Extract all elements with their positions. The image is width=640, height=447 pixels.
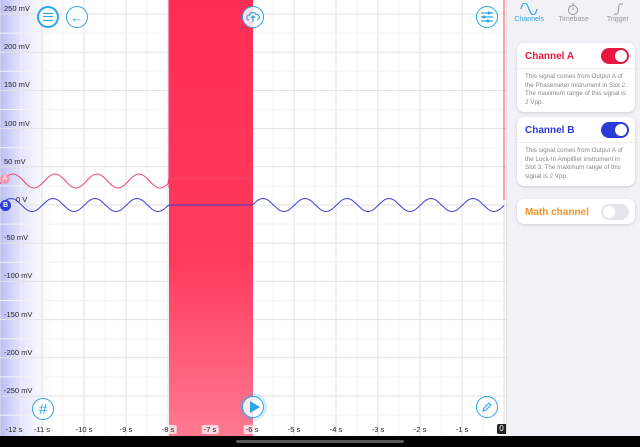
tab-timebase[interactable]: Timebase: [551, 3, 595, 30]
edit-button[interactable]: [476, 396, 498, 418]
x-tick-label: -6 s: [243, 425, 261, 434]
x-tick-label: -12 s: [5, 425, 23, 434]
settings-sliders-button[interactable]: [476, 6, 498, 28]
arrow-left-icon: ←: [70, 9, 84, 25]
y-tick-label: 100 mV: [4, 118, 30, 128]
play-icon: [249, 401, 260, 413]
sine-icon: [520, 3, 538, 15]
math-channel-toggle[interactable]: [601, 204, 629, 220]
y-tick-label: 50 mV: [4, 156, 26, 166]
home-indicator[interactable]: [236, 440, 404, 443]
grid-icon: #: [38, 400, 48, 418]
play-button[interactable]: [242, 396, 264, 418]
zero-time-marker: 0: [497, 424, 506, 434]
selection-band[interactable]: [169, 0, 253, 436]
channel-a-trace: [0, 0, 252, 189]
menu-button[interactable]: [37, 6, 59, 28]
oscilloscope-plot[interactable]: 250 mV 200 mV 150 mV 100 mV 50 mV 0 V -50 mV -1…: [0, 0, 506, 436]
cloud-upload-button[interactable]: [242, 6, 264, 28]
y-tick-label: -150 mV: [4, 309, 33, 319]
tab-label: Timebase: [558, 16, 589, 23]
tab-label: Channels: [514, 16, 544, 23]
pencil-icon: [482, 402, 492, 412]
back-button[interactable]: ←: [66, 6, 88, 28]
tab-label: Trigger: [606, 16, 629, 23]
channel-b-description: This signal comes from Output A of the L…: [525, 147, 623, 180]
x-tick-label: -11 s: [33, 425, 51, 434]
y-tick-label: 0 V: [16, 195, 28, 204]
x-tick-label: -1 s: [455, 425, 469, 434]
y-tick-label: 200 mV: [4, 42, 30, 52]
sliders-icon: [481, 11, 493, 23]
x-tick-label: -8 s: [159, 425, 177, 434]
plot-canvas: [0, 0, 506, 436]
axis-shade: [0, 0, 60, 436]
side-panel: Channels Timebase Trigger Channel A This…: [506, 0, 640, 436]
tab-channels[interactable]: Channels: [507, 3, 551, 30]
cloud-upload-icon: [246, 11, 260, 22]
tab-trigger[interactable]: Trigger: [596, 3, 640, 30]
channel-a-marker[interactable]: A: [0, 174, 10, 184]
x-tick-label: -2 s: [413, 425, 427, 434]
y-tick-label: -100 mV: [4, 271, 33, 281]
trigger-icon: [613, 3, 623, 15]
channel-b-card: Channel B This signal comes from Output …: [517, 117, 635, 186]
stopwatch-icon: [568, 3, 579, 15]
y-tick-label: 150 mV: [4, 80, 30, 90]
x-tick-label: -7 s: [201, 425, 219, 434]
channel-a-card: Channel A This signal comes from Output …: [517, 43, 635, 112]
y-tick-label: 250 mV: [4, 4, 30, 13]
y-tick-label: -200 mV: [4, 347, 33, 357]
x-tick-label: -3 s: [371, 425, 385, 434]
channel-b-toggle[interactable]: [601, 122, 629, 138]
channel-a-toggle[interactable]: [601, 48, 629, 64]
x-tick-label: -4 s: [329, 425, 343, 434]
channel-b-title: Channel B: [525, 124, 575, 136]
x-tick-label: -9 s: [119, 425, 133, 434]
menu-icon: [43, 13, 53, 21]
math-channel-title: Math channel: [525, 206, 589, 218]
math-channel-card: Math channel: [517, 199, 635, 224]
channel-b-marker[interactable]: B: [0, 200, 11, 211]
grid-toggle-button[interactable]: #: [32, 398, 54, 420]
channel-b-trace: [0, 197, 505, 213]
side-tabs: Channels Timebase Trigger: [507, 0, 640, 30]
x-tick-label: -5 s: [287, 425, 301, 434]
y-tick-label: -50 mV: [4, 233, 29, 243]
channel-a-title: Channel A: [525, 50, 575, 62]
y-tick-label: -250 mV: [4, 386, 33, 395]
x-tick-label: -10 s: [75, 425, 93, 434]
channel-a-description: This signal comes from Output A of the P…: [525, 73, 627, 106]
